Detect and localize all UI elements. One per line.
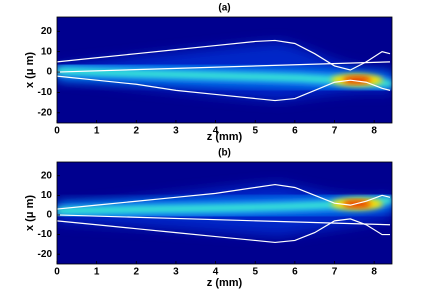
plot-frame [56, 161, 393, 265]
plot-frame [56, 16, 393, 124]
x-tick-label: 8 [371, 267, 377, 278]
x-tick-label: 5 [252, 267, 258, 278]
x-tick-label: 6 [292, 267, 298, 278]
envelope-line [57, 183, 391, 210]
envelope-line [57, 61, 391, 73]
x-tick-label: 3 [173, 126, 179, 137]
x-tick-label: 4 [213, 267, 219, 278]
y-axis-label: x (μ m) [24, 195, 36, 231]
x-tick-label: 3 [173, 267, 179, 278]
x-tick-label: 4 [213, 126, 219, 137]
y-axis-label: x (μ m) [24, 52, 36, 88]
x-tick-label: 2 [134, 267, 140, 278]
x-tick-label: 0 [54, 126, 60, 137]
y-tick-label: 10 [41, 46, 53, 57]
y-tick-label: -20 [38, 107, 53, 118]
y-tick-label: 10 [41, 190, 53, 201]
plot-lines [57, 183, 391, 244]
y-tick-label: 20 [41, 26, 53, 37]
x-axis-label: z (mm) [207, 277, 243, 289]
x-tick-label: 7 [332, 267, 338, 278]
panel-title: (a) [218, 3, 230, 14]
y-tick-label: -20 [38, 249, 53, 260]
plot-lines [57, 39, 391, 102]
x-tick-label: 2 [134, 126, 140, 137]
y-tick-label: 0 [46, 67, 52, 78]
x-tick-label: 1 [94, 126, 100, 137]
x-axis-label: z (mm) [207, 131, 243, 143]
y-tick-label: -10 [38, 229, 53, 240]
envelope-line [57, 214, 391, 226]
y-tick-label: 0 [46, 210, 52, 221]
x-tick-label: 8 [371, 126, 377, 137]
envelope-line [57, 218, 391, 244]
y-tick-label: 20 [41, 170, 53, 181]
envelope-line [57, 75, 391, 102]
panel-title: (b) [218, 148, 231, 159]
x-tick-label: 0 [54, 267, 60, 278]
x-tick-label: 6 [292, 126, 298, 137]
x-tick-label: 5 [252, 126, 258, 137]
y-tick-label: -10 [38, 87, 53, 98]
x-tick-label: 7 [332, 126, 338, 137]
heatmap-b [57, 162, 392, 264]
x-tick-label: 1 [94, 267, 100, 278]
